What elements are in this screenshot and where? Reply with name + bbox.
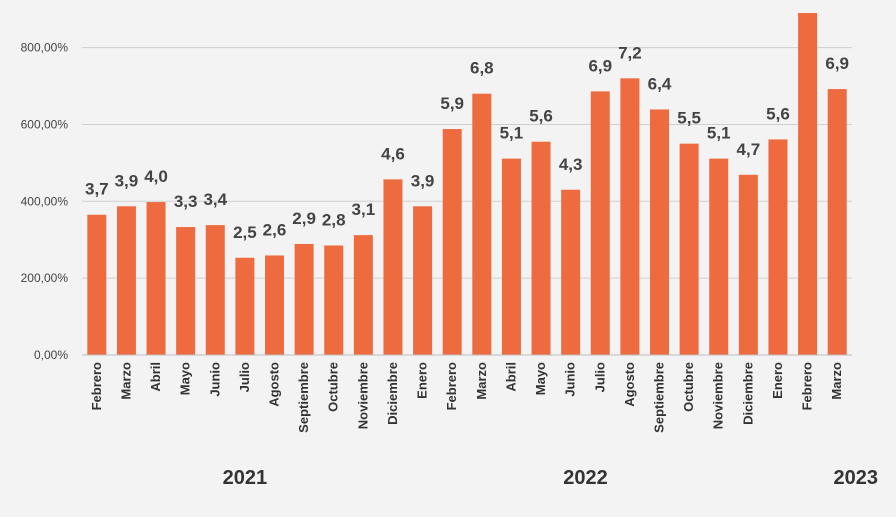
bar <box>768 139 788 355</box>
bar <box>353 235 373 355</box>
x-tick-label: Abril <box>148 362 163 392</box>
data-label: 4,7 <box>737 140 761 159</box>
data-label: 3,9 <box>115 171 139 190</box>
x-tick-label: Marzo <box>118 362 133 400</box>
data-label: 5,6 <box>766 104 790 123</box>
data-label: 3,9 <box>411 171 435 190</box>
bar <box>561 189 581 355</box>
x-tick-label: Noviembre <box>355 362 370 429</box>
x-tick-label: Diciembre <box>385 362 400 425</box>
data-label: 5,1 <box>500 124 524 143</box>
bar <box>294 243 314 355</box>
x-tick-label: Enero <box>415 362 430 399</box>
bar <box>413 206 433 355</box>
bar <box>146 202 166 355</box>
data-label: 4,6 <box>381 144 405 163</box>
bar <box>442 129 462 355</box>
x-tick-label: Diciembre <box>740 362 755 425</box>
data-label: 3,1 <box>352 200 376 219</box>
bar <box>531 141 551 355</box>
bar <box>738 174 758 355</box>
data-label: 2,8 <box>322 210 346 229</box>
x-tick-label: Septiembre <box>296 362 311 433</box>
x-tick-label: Agosto <box>622 362 637 407</box>
bar <box>501 158 521 355</box>
x-tick-label: Noviembre <box>711 362 726 429</box>
x-tick-label: Septiembre <box>652 362 667 433</box>
x-tick-label: Junio <box>207 362 222 397</box>
bar <box>472 93 492 356</box>
x-tick-label: Junio <box>563 362 578 397</box>
data-label: 7,2 <box>618 43 642 62</box>
x-tick-label: Febrero <box>800 362 815 410</box>
x-tick-label: Octubre <box>326 362 341 412</box>
y-tick-label: 400,00% <box>21 194 69 208</box>
data-label: 6,9 <box>588 56 612 75</box>
data-label: 3,3 <box>174 192 198 211</box>
data-label: 6,9 <box>825 54 849 73</box>
data-label: 5,6 <box>529 107 553 126</box>
x-tick-label: Mayo <box>178 362 193 395</box>
x-tick-label: Octubre <box>681 362 696 412</box>
bar <box>827 89 847 356</box>
bar <box>709 158 729 355</box>
data-label: 3,4 <box>203 190 227 209</box>
bar <box>798 13 818 355</box>
bar <box>590 91 610 355</box>
x-tick-label: Julio <box>237 362 252 392</box>
data-label: 4,0 <box>144 167 168 186</box>
x-tick-label: Enero <box>770 362 785 399</box>
data-label: 4,3 <box>559 155 583 174</box>
data-label: 2,6 <box>263 220 287 239</box>
x-tick-label: Agosto <box>267 362 282 407</box>
bar <box>383 179 403 355</box>
bar <box>650 109 669 355</box>
data-label: 5,5 <box>677 109 701 128</box>
data-label: 6,8 <box>470 59 494 78</box>
y-tick-label: 200,00% <box>21 271 69 285</box>
bar <box>620 78 640 356</box>
year-label: 2021 <box>223 467 268 489</box>
x-tick-label: Julio <box>592 362 607 392</box>
x-tick-label: Febrero <box>444 362 459 410</box>
data-label: 6,4 <box>648 74 672 93</box>
x-tick-label: Marzo <box>474 362 489 400</box>
bar <box>176 227 196 355</box>
bar <box>235 257 255 355</box>
bar <box>205 225 225 355</box>
data-label: 3,7 <box>85 180 109 199</box>
bar <box>265 255 284 355</box>
bar <box>679 143 699 355</box>
bar <box>116 206 136 355</box>
bar <box>87 214 107 355</box>
y-tick-label: 0,00% <box>34 348 68 362</box>
data-label: 5,1 <box>707 124 731 143</box>
y-tick-label: 800,00% <box>21 41 69 55</box>
bar <box>324 245 344 355</box>
year-label: 2023 <box>834 467 879 489</box>
year-label: 2022 <box>563 467 608 489</box>
x-tick-label: Marzo <box>829 362 844 400</box>
data-label: 2,5 <box>233 223 257 242</box>
x-tick-label: Mayo <box>533 362 548 395</box>
data-label: 5,9 <box>440 94 464 113</box>
x-tick-label: Abril <box>503 362 518 392</box>
data-label: 2,9 <box>292 209 316 228</box>
x-tick-label: Febrero <box>89 362 104 410</box>
y-tick-label: 600,00% <box>21 117 69 131</box>
